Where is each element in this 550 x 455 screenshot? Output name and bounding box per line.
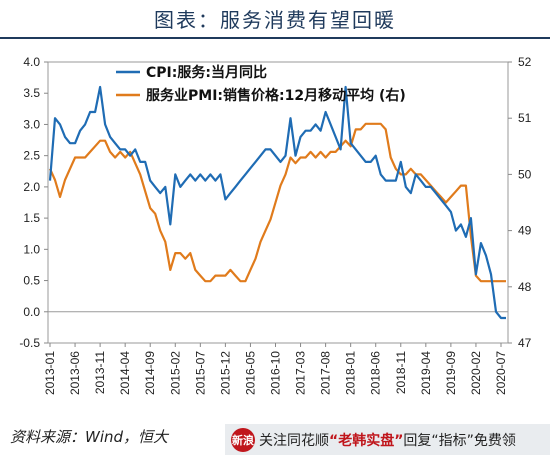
x-tick-label: 2017-08 <box>319 351 333 395</box>
left-tick-label: 0.5 <box>23 274 40 288</box>
banner-text-after: 回复“指标”免费领 <box>403 432 516 449</box>
left-tick-label: 1.0 <box>23 242 40 256</box>
left-tick-label: 3.0 <box>23 117 40 131</box>
x-tick-label: 2016-10 <box>268 351 282 395</box>
banner-text-before: 关注同花顺 <box>259 432 329 449</box>
left-tick-label: -0.5 <box>19 336 40 350</box>
left-tick-label: 1.5 <box>23 211 40 225</box>
x-tick-label: 2013-11 <box>93 351 107 394</box>
x-tick-label: 2018-11 <box>394 351 408 394</box>
left-tick-label: 3.5 <box>23 86 40 100</box>
chart: -0.5 0.0 0.5 1.0 1.5 2.0 2.5 3.0 3.5 4.0 47 48 49 50… <box>19 55 532 395</box>
series-layer <box>48 85 506 320</box>
x-tick-label: 2014-04 <box>118 351 132 395</box>
right-tick-label: 52 <box>518 55 532 69</box>
left-tick-label: 0.0 <box>23 305 40 319</box>
x-tick-label: 2014-09 <box>143 351 157 395</box>
left-tick-label: 2.0 <box>23 180 40 194</box>
title-bar: 图表：服务消费有望回暖 <box>0 0 550 39</box>
left-tick-label: 2.5 <box>23 149 40 163</box>
x-tick-label: 2018-01 <box>344 351 358 395</box>
right-tick-label: 51 <box>518 111 532 125</box>
pmi-price-line <box>48 122 506 283</box>
x-tick-label: 2019-04 <box>419 351 433 395</box>
x-tick-label: 2015-07 <box>193 351 207 395</box>
legend-label-cpi: CPI:服务:当月同比 <box>146 64 267 81</box>
right-tick-label: 49 <box>518 224 532 238</box>
x-tick-label: 2020-07 <box>494 351 508 395</box>
x-tick-label: 2016-05 <box>243 351 257 395</box>
cpi-service-line <box>48 85 506 320</box>
right-tick-label: 48 <box>518 280 532 294</box>
x-tick-label: 2013-06 <box>68 351 82 395</box>
x-tick-label: 2017-03 <box>294 351 308 395</box>
x-axis-ticks: 2013-01 2013-06 2013-11 2014-04 2014-09 2015-… <box>43 343 508 395</box>
x-tick-label: 2020-02 <box>469 351 483 395</box>
left-tick-label: 4.0 <box>23 55 40 69</box>
plot-frame <box>47 61 509 344</box>
plot-border <box>47 61 509 344</box>
right-tick-label: 50 <box>518 167 532 181</box>
x-tick-label: 2013-01 <box>43 351 57 395</box>
sina-logo-icon: 新浪 <box>231 427 255 452</box>
x-tick-label: 2018-06 <box>369 351 383 395</box>
right-axis-ticks: 47 48 49 50 51 52 <box>508 55 532 350</box>
banner-app-name: “老韩实盘” <box>329 432 404 449</box>
legend-label-pmi: 服务业PMI:销售价格:12月移动平均 (右) <box>146 87 406 104</box>
source-note: 资料来源：Wind，恒大 <box>10 428 169 446</box>
right-tick-label: 47 <box>518 336 532 350</box>
left-axis-ticks: -0.5 0.0 0.5 1.0 1.5 2.0 2.5 3.0 3.5 4.0 <box>19 55 48 350</box>
x-tick-label: 2015-02 <box>168 351 182 395</box>
x-tick-label: 2015-12 <box>218 351 232 395</box>
x-tick-label: 2019-09 <box>444 351 458 395</box>
chart-title: 图表：服务消费有望回暖 <box>154 8 396 32</box>
promo-banner[interactable]: 新浪 关注同花顺 “老韩实盘” 回复“指标”免费领 <box>225 424 550 455</box>
